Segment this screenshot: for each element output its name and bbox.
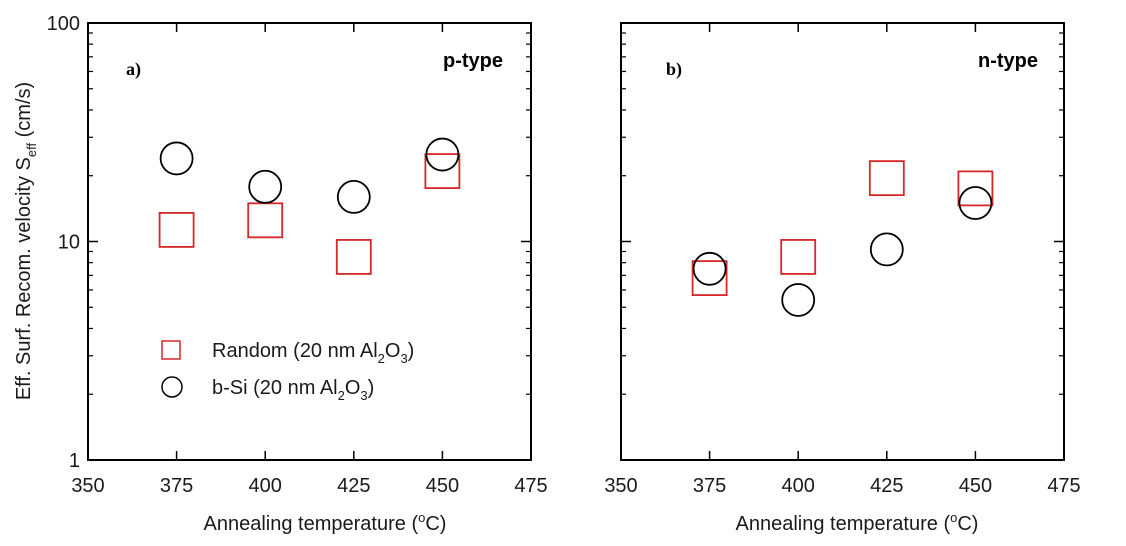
point-a-circle-3 [425, 137, 460, 172]
panel-type-b: n-type [978, 50, 1038, 72]
x-tick-label-b-4: 450 [959, 475, 992, 497]
legend-bsi-prefix: b-Si (20 nm Al [212, 377, 338, 399]
ticks-b: 350 375 400 425 450 475 [604, 22, 1081, 497]
x-axis-title-b-sup: o [950, 510, 957, 525]
point-a-square-3 [424, 153, 461, 189]
y-axis-title: Eff. Surf. Recom. velocity Seff (cm/s) [13, 82, 39, 400]
y-axis-title-main: Eff. Surf. Recom. velocity S [13, 157, 35, 400]
x-axis-title-a: Annealing temperature (oC) [204, 510, 447, 535]
x-axis-title-a-suffix: C) [425, 513, 446, 535]
x-axis-title-a-prefix: Annealing temperature ( [204, 513, 419, 535]
panel-b: 350 375 400 425 450 475 b) n-type Annealing t… [604, 22, 1081, 535]
legend-random-prefix: Random (20 nm Al [212, 340, 378, 362]
y-tick-label-1: 10 [58, 232, 80, 254]
x-axis-title-b: Annealing temperature (oC) [736, 510, 979, 535]
legend-label-bsi: b-Si (20 nm Al2O3) [212, 377, 374, 403]
point-b-circle-2 [869, 232, 904, 267]
point-a-circle-2 [336, 179, 371, 214]
x-tick-label-b-0: 350 [604, 475, 637, 497]
legend-bsi-mid: O [345, 377, 361, 399]
point-b-square-3 [957, 170, 994, 207]
point-a-circle-0 [159, 141, 194, 176]
x-tick-label-a-2: 400 [249, 475, 282, 497]
x-tick-label-b-1: 375 [693, 475, 726, 497]
point-a-square-2 [335, 239, 372, 275]
point-b-circle-1 [781, 283, 816, 317]
x-axis-title-a-sup: o [418, 510, 425, 525]
legend-bsi-sub1: 2 [338, 388, 345, 403]
point-a-square-0 [158, 212, 195, 248]
point-b-square-0 [691, 260, 728, 296]
point-a-circle-1 [248, 169, 283, 204]
x-tick-label-a-5: 475 [514, 475, 547, 497]
legend-random-suffix: ) [408, 340, 415, 362]
legend-random-sub2: 3 [400, 351, 407, 366]
y-tick-label-2: 100 [47, 13, 80, 35]
y-axis-title-sub: eff [24, 143, 39, 158]
y-axis-title-unit: (cm/s) [13, 82, 35, 143]
x-axis-title-b-prefix: Annealing temperature ( [736, 513, 951, 535]
point-a-square-1 [247, 202, 284, 239]
y-tick-label-0: 1 [69, 450, 80, 472]
point-b-square-2 [868, 160, 905, 197]
point-b-circle-3 [958, 186, 993, 220]
panel-label-a: a) [126, 59, 141, 80]
x-tick-label-a-1: 375 [160, 475, 193, 497]
legend-marker-circle [161, 376, 183, 398]
points-b [691, 160, 994, 317]
panel-type-a: p-type [443, 50, 503, 72]
x-axis-title-b-suffix: C) [957, 513, 978, 535]
x-tick-label-a-0: 350 [71, 475, 104, 497]
point-b-square-1 [780, 239, 817, 275]
point-b-circle-0 [692, 251, 727, 286]
x-tick-label-a-4: 450 [426, 475, 459, 497]
plot-frame-b [620, 22, 1065, 461]
legend-label-random: Random (20 nm Al2O3) [212, 340, 414, 366]
x-tick-label-a-3: 425 [337, 475, 370, 497]
legend-bsi-suffix: ) [368, 377, 375, 399]
x-tick-label-b-3: 425 [870, 475, 903, 497]
ticks-a: 350 375 400 425 450 475 1 10 100 [47, 13, 548, 497]
legend-random-mid: O [385, 340, 401, 362]
legend-marker-square [161, 340, 181, 360]
x-tick-label-b-5: 475 [1047, 475, 1080, 497]
x-tick-label-b-2: 400 [782, 475, 815, 497]
legend: Random (20 nm Al2O3) b-Si (20 nm Al2O3) [161, 340, 414, 403]
points-a [158, 137, 461, 275]
panel-label-b: b) [666, 59, 682, 80]
panel-a: 350 375 400 425 450 475 1 10 100 a) p-type Rando… [47, 13, 548, 535]
legend-bsi-sub2: 3 [360, 388, 367, 403]
legend-random-sub1: 2 [378, 351, 385, 366]
